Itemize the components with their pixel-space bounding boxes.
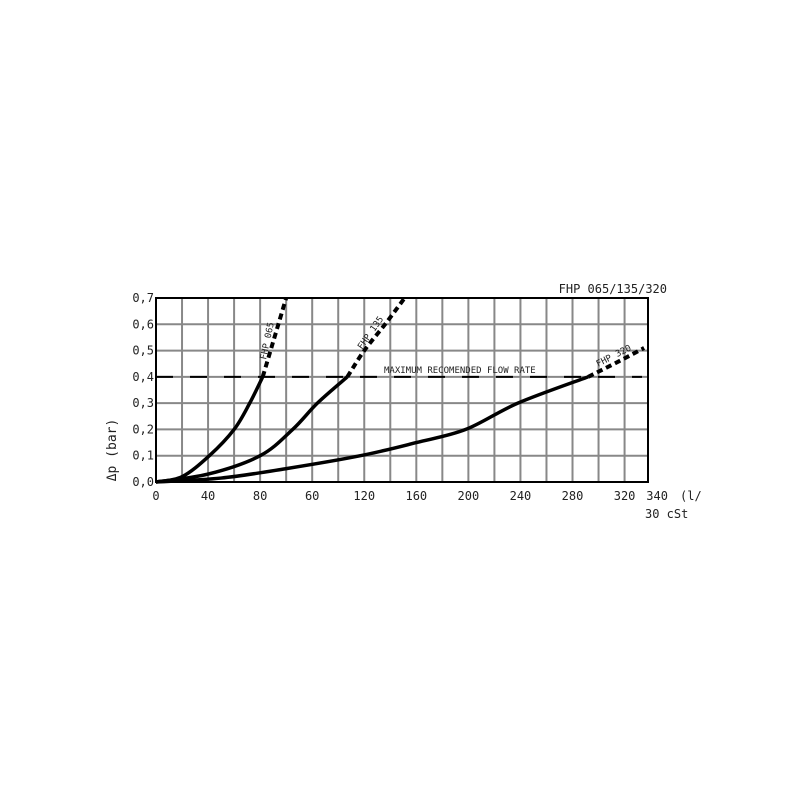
- curve-fhp-135-solid: [155, 375, 349, 484]
- x-tick-label: 40: [201, 489, 215, 503]
- curve-fhp-135-dashed: [345, 296, 407, 378]
- curve-fhp-320-dashed: [587, 346, 646, 379]
- x-axis-label-line2: 30 cSt: [645, 507, 688, 521]
- x-tick-label: 120: [353, 489, 375, 503]
- y-tick-label: 0,2: [132, 422, 154, 436]
- plot-border: [155, 297, 649, 483]
- x-tick-label: 80: [253, 489, 267, 503]
- x-tick-label: 0: [152, 489, 159, 503]
- y-tick-label: 0,6: [132, 317, 154, 331]
- series-label-fhp-135: FHP 135: [356, 315, 386, 352]
- x-tick-label: 340: [646, 489, 668, 503]
- grid: [156, 298, 648, 482]
- y-tick-label: 0,4: [132, 370, 154, 384]
- x-tick-label: 320: [614, 489, 636, 503]
- x-tick-label: 60: [305, 489, 319, 503]
- curves: [155, 296, 646, 484]
- y-tick-label: 0,7: [132, 291, 154, 305]
- y-tick-label: 0,5: [132, 344, 154, 358]
- chart-title: FHP 065/135/320: [559, 282, 667, 296]
- x-tick-label: 240: [510, 489, 532, 503]
- x-axis-label: (l/: [680, 489, 702, 503]
- y-axis-label: Δp (bar): [105, 419, 120, 482]
- x-tick-label: 200: [458, 489, 480, 503]
- y-tick-label: 0,0: [132, 475, 154, 489]
- y-tick-label: 0,1: [132, 449, 154, 463]
- curve-fhp-320-solid: [155, 375, 589, 484]
- threshold-label: MAXIMUM RECOMENDED FLOW RATE: [384, 366, 536, 376]
- ticks: 0 40 80 60 120 160 200 240 280 320 340 0,0 0,1 0,2 0,3…: [132, 291, 668, 503]
- y-tick-label: 0,3: [132, 396, 154, 410]
- series-label-fhp-065: FHP 065: [259, 321, 277, 360]
- x-tick-label: 280: [562, 489, 584, 503]
- x-tick-label: 160: [405, 489, 427, 503]
- curve-fhp-065-dashed: [260, 297, 289, 378]
